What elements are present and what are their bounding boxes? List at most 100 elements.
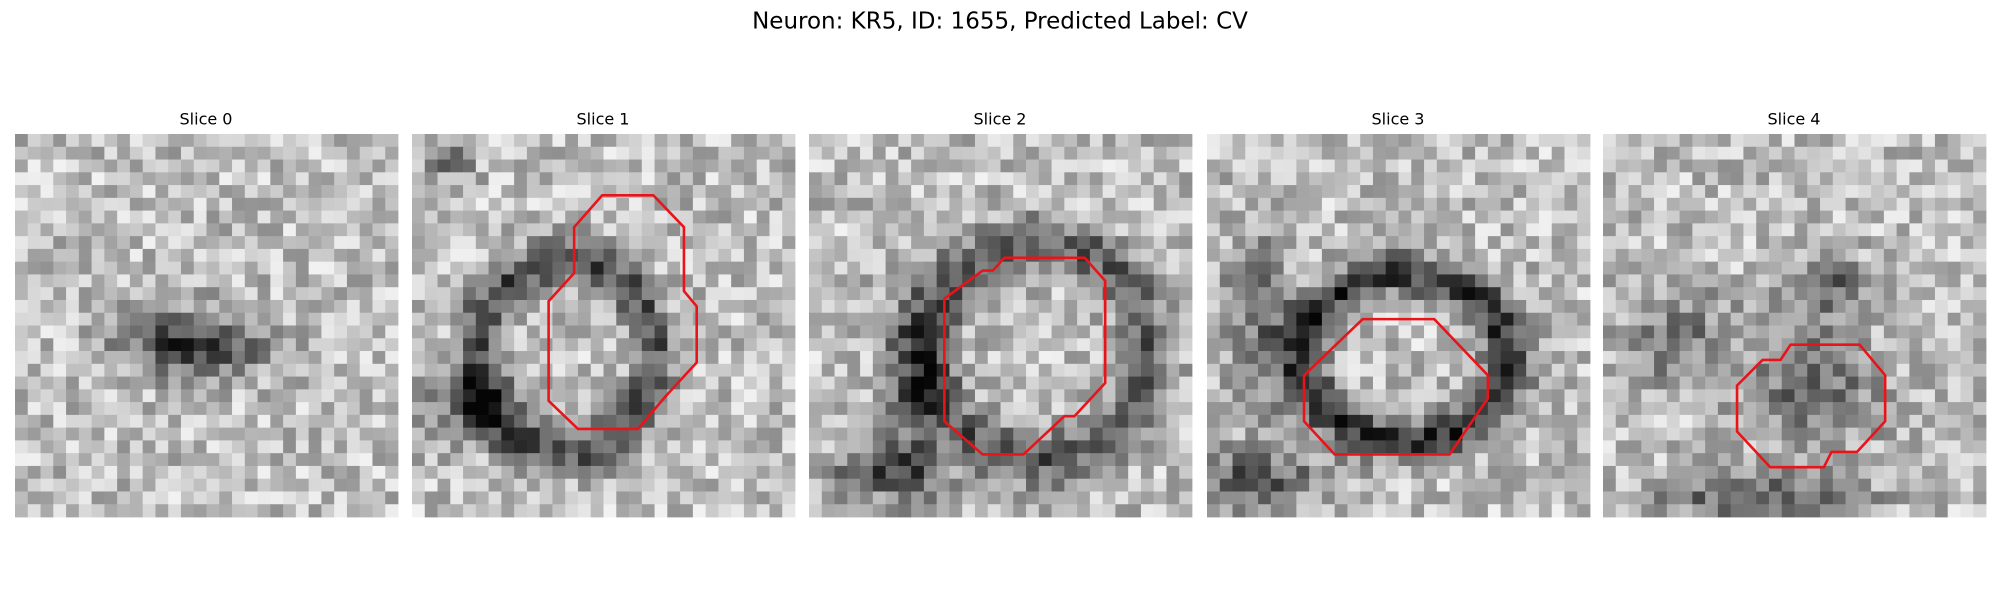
pixel — [1424, 325, 1438, 339]
pixel — [1449, 172, 1463, 186]
pixel — [949, 172, 963, 186]
pixel — [1934, 453, 1949, 467]
pixel — [219, 376, 233, 390]
pixel — [91, 223, 105, 237]
pixel — [1832, 351, 1846, 365]
pixel — [1321, 465, 1336, 480]
pixel — [1026, 159, 1040, 173]
pixel — [78, 299, 92, 314]
pixel — [27, 504, 41, 518]
pixel — [1449, 197, 1463, 211]
pixel — [565, 210, 579, 224]
pixel — [731, 312, 745, 326]
pixel — [1705, 478, 1719, 492]
pixel — [295, 197, 310, 211]
pixel — [923, 389, 938, 403]
pixel — [117, 185, 131, 199]
pixel — [539, 185, 553, 199]
pixel — [78, 465, 92, 480]
pixel — [78, 210, 92, 224]
pixel — [1038, 363, 1052, 377]
pixel — [1013, 223, 1027, 237]
pixel — [821, 134, 835, 148]
pixel — [1807, 504, 1821, 518]
pixel — [769, 210, 783, 224]
pixel — [616, 274, 630, 288]
pixel — [1449, 363, 1463, 377]
pixel — [1960, 248, 1974, 263]
pixel — [1115, 197, 1129, 211]
pixel — [206, 172, 220, 186]
pixel — [168, 172, 182, 186]
pixel — [641, 210, 655, 224]
pixel — [1219, 274, 1233, 288]
pixel — [1500, 236, 1514, 250]
pixel — [1321, 261, 1336, 275]
pixel — [1973, 414, 1987, 429]
pixel — [346, 261, 361, 275]
pixel — [1526, 338, 1540, 352]
pixel — [104, 210, 118, 224]
pixel — [1385, 389, 1399, 403]
pixel — [244, 325, 258, 339]
pixel — [949, 248, 963, 263]
pixel — [667, 287, 681, 301]
pixel — [731, 159, 745, 173]
pixel — [1245, 134, 1259, 148]
pixel — [898, 287, 912, 301]
pixel — [1858, 248, 1872, 263]
pixel — [1692, 363, 1706, 377]
pixel — [346, 453, 361, 467]
pixel — [539, 312, 553, 326]
pixel — [1424, 299, 1438, 314]
pixel — [1909, 312, 1923, 326]
pixel — [129, 223, 144, 237]
pixel — [1845, 465, 1859, 480]
pixel — [974, 427, 989, 441]
pixel — [1270, 134, 1284, 148]
pixel — [463, 389, 477, 403]
pixel — [1654, 504, 1668, 518]
pixel — [539, 491, 553, 505]
pixel — [1411, 185, 1425, 199]
pixel — [385, 414, 399, 429]
pixel — [1577, 389, 1591, 403]
pixel — [1513, 146, 1527, 160]
pixel — [1705, 440, 1719, 454]
pixel — [1258, 491, 1272, 505]
pixel — [1654, 287, 1668, 301]
pixel — [756, 427, 770, 441]
pixel — [1051, 236, 1065, 250]
pixel — [1232, 210, 1246, 224]
pixel — [232, 363, 246, 377]
pixel — [1013, 312, 1027, 326]
pixel — [1115, 414, 1129, 429]
pixel — [437, 159, 451, 173]
pixel — [385, 146, 399, 160]
pixel — [488, 197, 502, 211]
pixel — [1475, 223, 1489, 237]
pixel — [1692, 197, 1706, 211]
pixel — [1756, 389, 1770, 403]
pixel — [308, 185, 322, 199]
pixel — [1934, 338, 1949, 352]
pixel — [1768, 159, 1783, 173]
pixel — [1207, 338, 1221, 352]
pixel — [1768, 210, 1783, 224]
pixel — [232, 210, 246, 224]
pixel — [1283, 491, 1297, 505]
pixel — [1411, 440, 1425, 454]
pixel — [731, 223, 745, 237]
pixel — [1615, 478, 1629, 492]
pixel — [206, 351, 220, 365]
pixel — [1245, 402, 1259, 416]
pixel — [450, 236, 464, 250]
pixel — [219, 312, 233, 326]
pixel — [321, 172, 335, 186]
pixel — [731, 363, 745, 377]
pixel — [1309, 210, 1323, 224]
pixel — [1449, 210, 1463, 224]
pixel — [117, 299, 131, 314]
pixel — [654, 312, 668, 326]
pixel — [206, 491, 220, 505]
